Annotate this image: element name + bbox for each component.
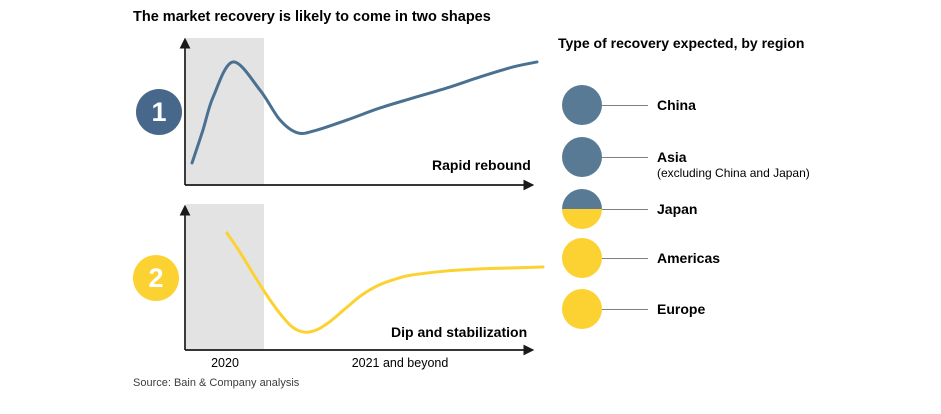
legend-item-japan: Japan <box>562 189 697 229</box>
legend-item-label: China <box>657 96 696 113</box>
panel-2-badge: 2 <box>133 255 179 301</box>
legend-connector <box>602 208 648 210</box>
legend-connector <box>602 257 648 259</box>
americas-marker-icon <box>562 238 602 278</box>
x-axis-label-2021-and-beyond: 2021 and beyond <box>351 356 449 370</box>
source-note: Source: Bain & Company analysis <box>133 377 300 389</box>
legend-item-asia: Asia (excluding China and Japan) <box>562 137 810 180</box>
legend-item-label: Japan <box>657 200 698 217</box>
dip-stabilization-curve <box>225 231 545 334</box>
figure-title: The market recovery is likely to come in… <box>133 9 491 25</box>
legend-connector <box>602 156 648 158</box>
europe-marker-icon <box>562 289 602 329</box>
asia-marker-icon <box>562 137 602 177</box>
legend-item-label: Asia <box>657 149 687 166</box>
legend-connector <box>602 104 648 106</box>
legend-item-china: China <box>562 85 696 125</box>
legend-item-sublabel: (excluding China and Japan) <box>657 166 810 181</box>
legend-item-label: Americas <box>657 249 721 266</box>
rapid-rebound-curve <box>190 60 539 165</box>
shaded-region-2020-panel2 <box>186 204 264 350</box>
x-axis-label-2020: 2020 <box>211 356 239 370</box>
shaded-region-2020-panel1 <box>186 38 264 185</box>
legend-item-europe: Europe <box>562 289 705 329</box>
legend-item-label: Europe <box>657 300 706 317</box>
legend-connector <box>602 308 648 310</box>
japan-marker-icon <box>562 189 602 229</box>
rapid-rebound-label: Rapid rebound <box>432 157 531 173</box>
panel-1-badge: 1 <box>136 89 182 135</box>
dip-stabilization-label: Dip and stabilization <box>391 324 528 340</box>
legend-heading: Type of recovery expected, by region <box>558 35 805 51</box>
china-marker-icon <box>562 85 602 125</box>
legend-item-americas: Americas <box>562 238 720 278</box>
